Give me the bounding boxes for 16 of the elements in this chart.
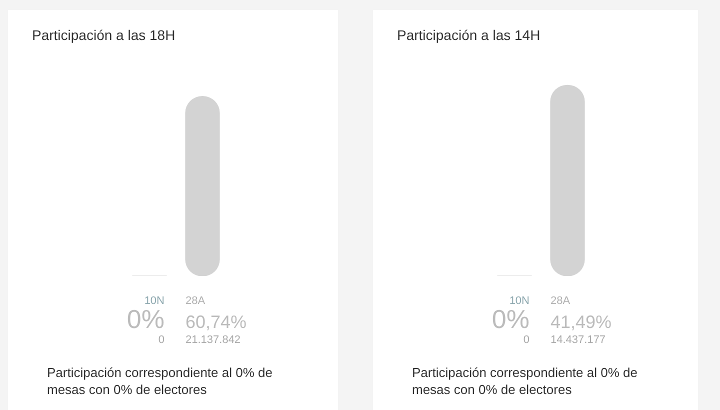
category-label: 10N [144, 295, 164, 307]
text: Participación correspondiente al 0% de mesas con 0% de electores [47, 364, 274, 398]
data-label: 0% [492, 304, 530, 334]
category-label: 10N [509, 295, 530, 307]
text: Participación correspondiente al 0% de mesas con 0% de electores [412, 364, 638, 398]
data-label: 41,49% [550, 312, 612, 332]
data-label: 0% [126, 304, 164, 334]
chart-title: Participación a las 18H [32, 27, 176, 43]
category-label: 28A [550, 295, 570, 307]
chart-title: Participación a las 14H [397, 27, 540, 43]
text: 0 [158, 334, 164, 346]
category-label: 28A [186, 295, 206, 307]
text: 14.437.177 [550, 334, 606, 346]
text: 21.137.842 [186, 334, 241, 346]
text: 0 [523, 334, 530, 346]
data-label: 60,74% [186, 312, 247, 332]
